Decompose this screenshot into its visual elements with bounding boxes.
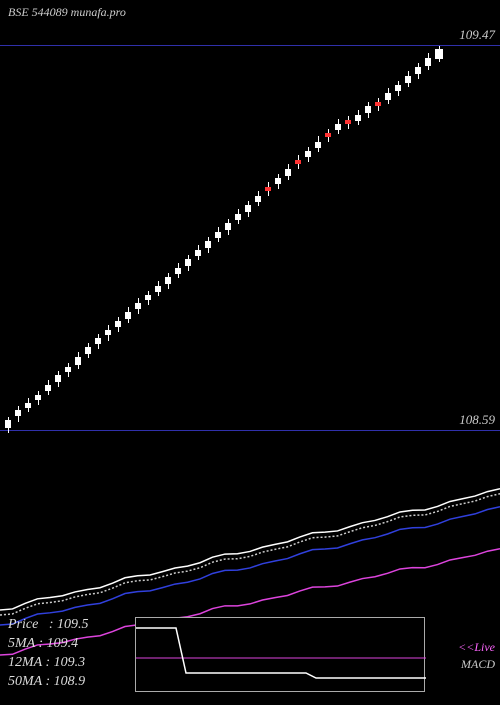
candle	[25, 398, 31, 412]
candle	[105, 325, 111, 341]
candle	[405, 71, 411, 87]
candle	[115, 317, 121, 332]
candle	[5, 417, 11, 433]
support-label: 108.59	[459, 412, 495, 428]
candle	[205, 237, 211, 253]
candle	[235, 209, 241, 224]
candle	[225, 219, 231, 235]
macd-label: MACD	[461, 657, 495, 672]
candle	[55, 371, 61, 387]
candle	[355, 110, 361, 125]
candle	[175, 263, 181, 278]
ma5-value: 109.4	[47, 636, 79, 651]
site-name: munafa.pro	[71, 5, 126, 19]
candle	[135, 298, 141, 314]
candle	[325, 129, 331, 142]
ma50-value: 108.9	[54, 674, 86, 689]
candle	[145, 291, 151, 305]
candle	[315, 136, 321, 152]
candle	[255, 191, 261, 206]
candle	[95, 334, 101, 349]
stat-row: 12MA : 109.3	[8, 654, 89, 673]
macd-svg	[136, 618, 426, 693]
candle	[245, 201, 251, 217]
stat-row: Price : 109.5	[8, 616, 89, 635]
candle	[285, 164, 291, 180]
support-line	[0, 430, 500, 431]
candlestick-chart: 109.47 108.59	[0, 25, 500, 450]
ma50-label: 50MA	[8, 674, 42, 689]
macd-inset	[135, 617, 425, 692]
candle	[295, 155, 301, 169]
price-value: 109.5	[57, 617, 89, 632]
stat-row: 50MA : 108.9	[8, 673, 89, 692]
candle	[195, 245, 201, 260]
ma12-value: 109.3	[54, 655, 86, 670]
candle	[275, 174, 281, 189]
candle	[75, 352, 81, 369]
candle	[185, 255, 191, 271]
candle	[15, 406, 21, 422]
candle	[425, 53, 431, 70]
candle	[85, 343, 91, 358]
candle	[415, 63, 421, 79]
candle	[65, 363, 71, 377]
candle	[435, 46, 443, 62]
resistance-line	[0, 45, 500, 46]
candle	[365, 102, 371, 118]
ma5-label: 5MA	[8, 636, 35, 651]
candle	[335, 119, 341, 134]
candle	[305, 147, 311, 162]
candle	[385, 88, 391, 104]
stats-panel: Price : 109.5 5MA : 109.4 12MA : 109.3 5…	[8, 616, 89, 692]
candle	[125, 307, 131, 323]
live-label: <<Live	[458, 640, 495, 655]
candle	[165, 273, 171, 289]
candle	[215, 227, 221, 242]
candle	[155, 281, 161, 296]
candle	[45, 380, 51, 395]
stat-row: 5MA : 109.4	[8, 635, 89, 654]
price-label: Price	[8, 617, 38, 632]
candle	[375, 98, 381, 111]
candle	[345, 116, 351, 129]
ticker-symbol: BSE 544089	[8, 5, 68, 19]
resistance-label: 109.47	[459, 27, 495, 43]
candle	[265, 182, 271, 196]
ma12-label: 12MA	[8, 655, 42, 670]
chart-header: BSE 544089 munafa.pro	[8, 5, 126, 20]
candle	[35, 391, 41, 405]
candle	[395, 81, 401, 96]
